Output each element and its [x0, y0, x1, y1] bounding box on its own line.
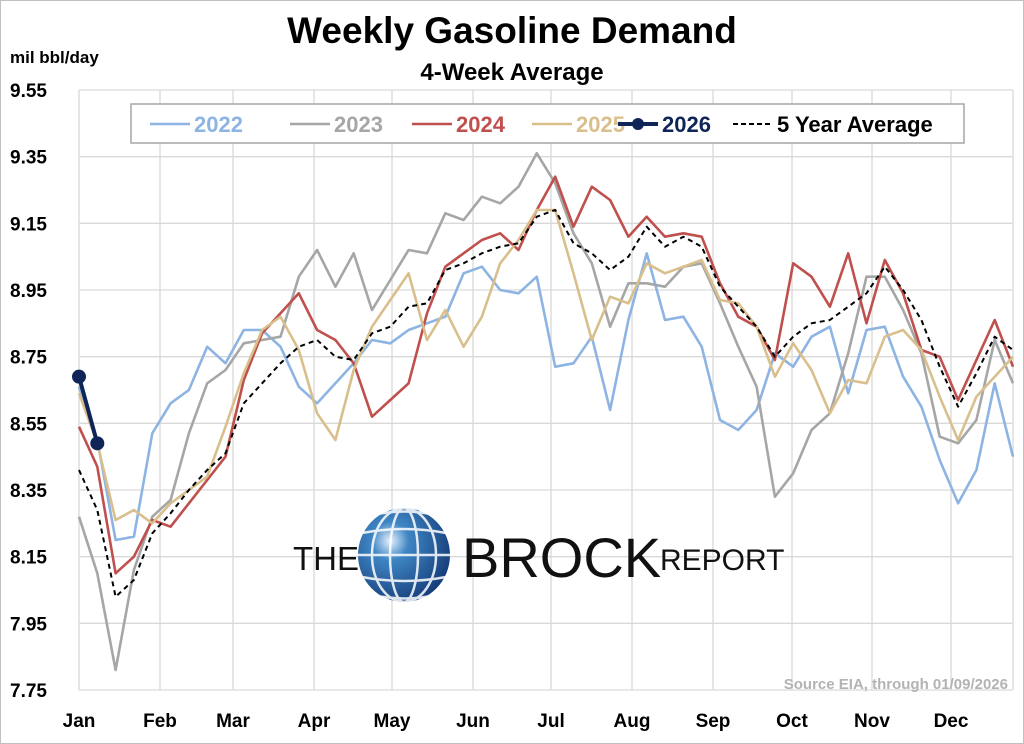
legend-label: 5 Year Average	[777, 112, 933, 137]
legend-label: 2024	[456, 112, 506, 137]
x-tick-label: Dec	[934, 711, 969, 732]
y-tick-label: 8.35	[10, 481, 47, 502]
x-tick-label: Jan	[63, 711, 96, 732]
y-tick-label: 8.55	[10, 414, 47, 435]
legend-label: 2026	[662, 112, 711, 137]
x-tick-label: Feb	[143, 711, 177, 732]
y-tick-label: 8.95	[10, 281, 47, 302]
y-tick-label: 9.55	[10, 81, 47, 102]
series-line-2022	[77, 252, 1015, 542]
x-tick-label: Sep	[696, 711, 731, 732]
series-line-2024	[77, 175, 1015, 575]
legend-label: 2023	[334, 112, 383, 137]
y-tick-label: 8.75	[10, 348, 47, 369]
y-tick-label: 7.95	[10, 614, 47, 635]
y-tick-label: 7.75	[10, 681, 47, 702]
series-line-2025	[77, 208, 1014, 525]
data-point-2026	[72, 369, 86, 384]
x-tick-label: May	[374, 711, 411, 732]
series-line-2023	[77, 152, 1015, 672]
legend-label: 2025	[576, 112, 625, 137]
brock-report-logo: THE BROCK REPORT	[293, 506, 784, 604]
y-tick-label: 8.15	[10, 548, 47, 569]
x-tick-label: Nov	[854, 711, 890, 732]
legend-label: 2022	[194, 112, 243, 137]
x-tick-label: Aug	[614, 711, 651, 732]
series-line-5-year-average	[78, 209, 1014, 598]
x-tick-label: Jun	[456, 711, 490, 732]
y-tick-label: 9.35	[10, 148, 47, 169]
data-point-2026	[90, 436, 105, 451]
legend: 2022 2023 2024 2025 2026 5 Year Average	[130, 103, 965, 144]
globe-icon	[358, 506, 450, 604]
series-lines	[72, 152, 1015, 672]
y-axis: 9.55 9.35 9.15 8.95 8.75 8.55 8.35 8.15 7.95 7.75	[10, 81, 47, 702]
logo-report: REPORT	[660, 544, 784, 577]
x-axis: Jan Feb Mar Apr May Jun Jul Aug Sep Oct Nov Dec	[63, 711, 969, 732]
legend-marker	[632, 118, 644, 130]
logo-brock: BROCK	[462, 526, 661, 589]
x-tick-label: Mar	[216, 711, 250, 732]
x-tick-label: Apr	[298, 711, 331, 732]
series-line-2026	[77, 376, 100, 444]
chart-title: Weekly Gasoline Demand	[287, 10, 737, 51]
y-tick-label: 9.15	[10, 214, 47, 235]
source-note: Source EIA, through 01/09/2026	[784, 676, 1008, 693]
y-axis-label: mil bbl/day	[10, 48, 99, 67]
x-tick-label: Oct	[776, 711, 808, 732]
logo-the: THE	[293, 540, 359, 577]
chart-subtitle: 4-Week Average	[420, 59, 603, 86]
x-tick-label: Jul	[537, 711, 564, 732]
